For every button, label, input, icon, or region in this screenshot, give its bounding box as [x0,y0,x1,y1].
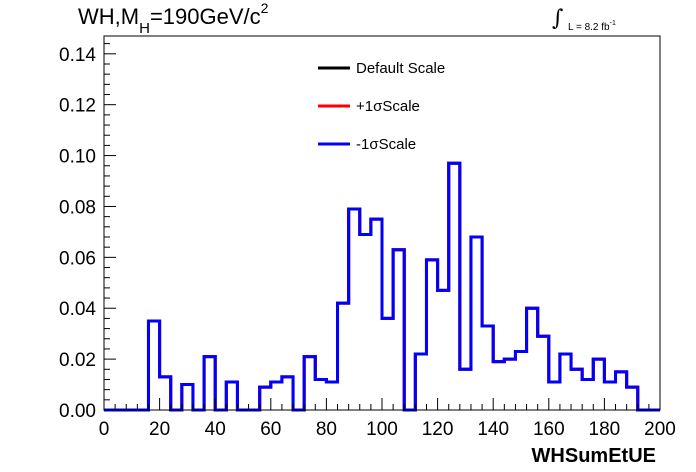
x-tick-label: 120 [422,419,454,440]
y-tick-label: 0.06 [59,248,96,269]
legend-label-0: Default Scale [356,60,445,77]
x-tick-label: 160 [533,419,565,440]
luminosity-text: L = 8.2 fb [568,22,610,33]
title-superscript: 2 [260,0,269,16]
x-tick-label: 200 [644,419,676,440]
y-tick-label: 0.02 [59,350,96,371]
x-tick-label: 80 [316,419,337,440]
x-tick-label: 140 [477,419,509,440]
x-tick-label: 180 [589,419,621,440]
legend-label-1: +1σScale [356,98,420,115]
y-tick-label: 0.08 [59,197,96,218]
title-subscript: H [139,20,150,37]
y-tick-label: 0.12 [59,96,96,117]
x-axis-title: WHSumEtUE [532,445,656,467]
title-rest: =190GeV/c [149,4,261,29]
x-tick-label: 40 [205,419,226,440]
x-tick-label: 0 [99,419,110,440]
integral-symbol: ∫ [552,6,564,31]
y-tick-label: 0.00 [59,401,96,422]
series-line-2 [104,161,660,412]
y-tick-label: 0.14 [59,45,96,66]
luminosity-unit-exponent: -1 [609,20,616,27]
x-tick-label: 60 [260,419,281,440]
legend-label-2: -1σScale [356,136,416,153]
x-tick-label: 20 [149,419,170,440]
title-main: WH,M [78,4,140,29]
y-tick-label: 0.10 [59,147,96,168]
x-tick-label: 100 [366,419,398,440]
y-tick-label: 0.04 [59,299,96,320]
chart-title: WH,MH=190GeV/c2 [78,0,268,37]
